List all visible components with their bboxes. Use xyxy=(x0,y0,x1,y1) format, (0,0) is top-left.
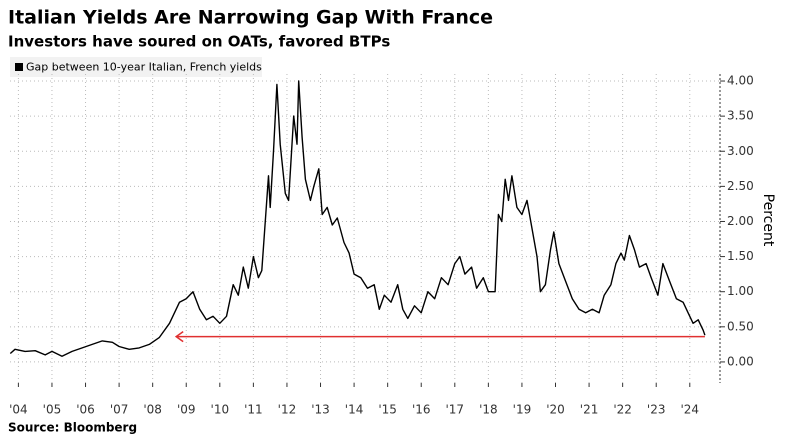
arrow-head xyxy=(174,331,184,343)
y-tick-label: 1.50 xyxy=(727,249,754,263)
x-tick-label: '08 xyxy=(143,403,162,417)
x-tick-label: '13 xyxy=(311,403,330,417)
x-tick-label: '18 xyxy=(479,403,498,417)
x-tick-label: '15 xyxy=(378,403,397,417)
x-tick-label: '24 xyxy=(680,403,699,417)
x-tick-label: '10 xyxy=(211,403,230,417)
y-tick-label: 0.50 xyxy=(727,319,754,333)
chart-subtitle: Investors have soured on OATs, favored B… xyxy=(8,33,390,51)
legend-label: Gap between 10-year Italian, French yiel… xyxy=(26,61,262,74)
series-line xyxy=(9,80,706,357)
y-tick-label: 1.00 xyxy=(727,284,754,298)
y-tick-label: 2.50 xyxy=(727,179,754,193)
x-tick-label: '17 xyxy=(446,403,465,417)
x-tick-label: '04 xyxy=(9,403,28,417)
legend-box xyxy=(10,57,262,77)
x-tick-label: '06 xyxy=(76,403,95,417)
y-tick-label: 0.00 xyxy=(727,354,754,368)
x-tick-label: '12 xyxy=(278,403,297,417)
y-tick-label: 3.00 xyxy=(727,144,754,158)
x-tick-label: '05 xyxy=(43,403,62,417)
legend-swatch xyxy=(15,63,23,71)
source: Source: Bloomberg xyxy=(8,421,137,435)
x-tick-label: '23 xyxy=(647,403,666,417)
x-tick-label: '20 xyxy=(546,403,565,417)
x-tick-label: '21 xyxy=(580,403,599,417)
x-tick-label: '22 xyxy=(613,403,632,417)
x-tick-label: '16 xyxy=(412,403,431,417)
y-tick-label: 4.00 xyxy=(727,74,754,88)
y-tick-label: 3.50 xyxy=(727,109,754,123)
y-axis-label: Percent xyxy=(760,194,776,247)
y-tick-label: 2.00 xyxy=(727,214,754,228)
x-tick-label: '14 xyxy=(345,403,364,417)
chart-title: Italian Yields Are Narrowing Gap With Fr… xyxy=(8,7,493,29)
x-tick-label: '07 xyxy=(110,403,129,417)
x-tick-label: '11 xyxy=(244,403,263,417)
x-tick-label: '09 xyxy=(177,403,196,417)
x-tick-label: '19 xyxy=(513,403,532,417)
